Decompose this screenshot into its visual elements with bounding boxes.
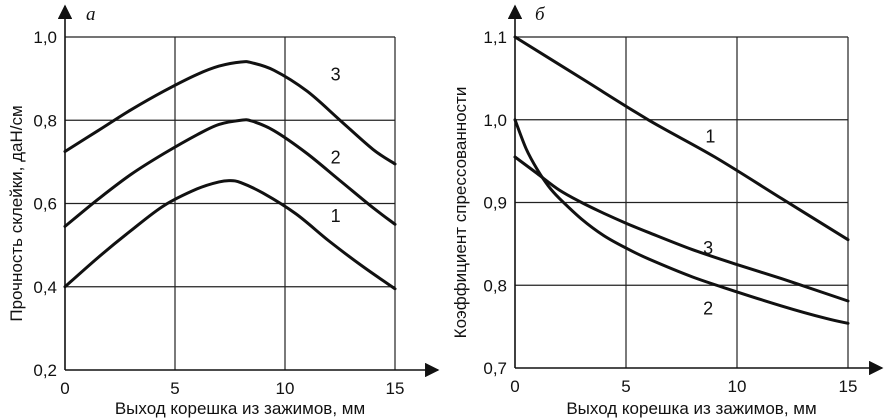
chart-b-y-axis-label: Коэффициент спрессованности: [451, 87, 470, 339]
chart-a-series-3-line: [63, 60, 397, 166]
chart-b-x-tick-label: 15: [839, 377, 858, 396]
chart-b-x-tick-label: 10: [728, 377, 747, 396]
chart-b-y-tick-label: 1,1: [483, 28, 507, 47]
chart-a-x-tick-label: 5: [170, 379, 179, 398]
chart-a-panel-letter: а: [86, 4, 96, 25]
chart-b-y-tick-label: 0,9: [483, 194, 507, 213]
chart-a-series-2-label: 2: [331, 148, 341, 168]
chart-b-x-tick-label: 5: [621, 377, 630, 396]
chart-a-x-tick-label: 0: [60, 379, 69, 398]
chart-b-y-tick-label: 1,0: [483, 111, 507, 130]
chart-a-x-tick-label: 15: [386, 379, 405, 398]
chart-a-y-tick-label: 0,2: [33, 361, 57, 380]
chart-b-series-3-line: [513, 155, 850, 303]
chart-b-panel-letter: б: [535, 4, 546, 25]
chart-a-x-ticks: 0 5 10 15: [60, 379, 404, 398]
chart-b: 0,7 0,8 0,9 1,0 1,1 0 5 10 15 1 2 3 б Выход кореш…: [451, 4, 884, 418]
chart-a-y-tick-label: 0,8: [33, 111, 57, 130]
chart-a-series: [63, 60, 397, 291]
chart-b-series-labels: 1 2 3: [703, 126, 715, 318]
chart-b-x-axis-label: Выход корешка из зажимов, мм: [566, 399, 816, 418]
chart-a-grid: [65, 36, 396, 370]
chart-a-series-1-label: 1: [331, 206, 341, 226]
chart-a-series-labels: 1 2 3: [331, 64, 341, 226]
chart-b-series: [513, 35, 850, 325]
chart-b-axes: [507, 4, 884, 376]
chart-b-series-2-label: 2: [703, 298, 713, 318]
chart-b-series-2-line: [513, 118, 850, 325]
chart-b-grid: [515, 36, 849, 368]
chart-b-y-tick-label: 0,7: [483, 359, 507, 378]
chart-b-series-3-label: 3: [703, 238, 713, 258]
chart-b-series-1-line: [513, 35, 850, 242]
chart-a-series-2-line: [63, 118, 397, 228]
chart-a-y-ticks: 0,2 0,4 0,6 0,8 1,0: [33, 28, 57, 380]
chart-b-series-1-label: 1: [705, 126, 715, 146]
chart-a-series-1-line: [63, 179, 397, 291]
chart-b-y-tick-label: 0,8: [483, 276, 507, 295]
chart-a-y-tick-label: 0,4: [33, 278, 57, 297]
chart-b-x-tick-label: 0: [510, 377, 519, 396]
chart-a-y-tick-label: 0,6: [33, 195, 57, 214]
chart-a-axes: [57, 4, 440, 378]
chart-a-series-3-label: 3: [331, 64, 341, 84]
chart-a-y-tick-label: 1,0: [33, 28, 57, 47]
chart-b-y-ticks: 0,7 0,8 0,9 1,0 1,1: [483, 28, 507, 378]
chart-b-x-ticks: 0 5 10 15: [510, 377, 857, 396]
chart-a-x-axis-label: Выход корешка из зажимов, мм: [115, 399, 365, 418]
chart-a-y-axis-label: Прочность склейки, даН/см: [7, 105, 26, 321]
chart-a-x-tick-label: 10: [276, 379, 295, 398]
chart-a: 0,2 0,4 0,6 0,8 1,0 0 5 10 15 1 2 3 а Выход кореш…: [7, 4, 440, 418]
